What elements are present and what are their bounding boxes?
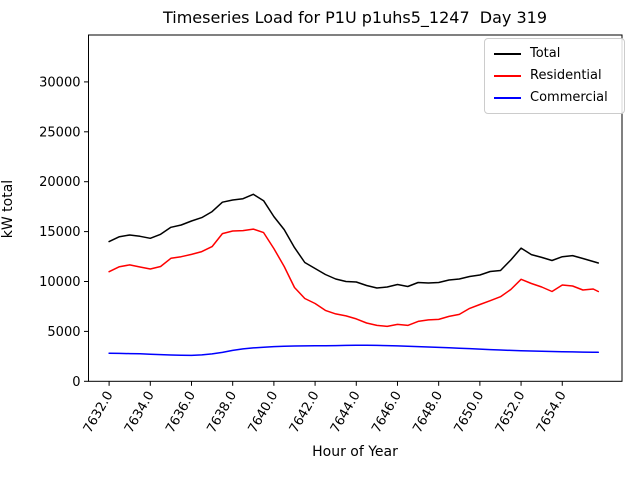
- commercial-line-sample: [494, 97, 521, 99]
- x-tick-label: 7648.0: [410, 389, 446, 436]
- total-line-sample: [494, 53, 521, 55]
- series-line-total: [108, 193, 600, 289]
- y-tick-label: 10000: [39, 275, 80, 290]
- residential-line-sample: [494, 75, 521, 77]
- x-tick-label: 7636.0: [163, 389, 199, 436]
- series-line-residential: [108, 228, 600, 328]
- chart-title: Timeseries Load for P1U p1uhs5_1247 Day …: [162, 8, 548, 27]
- legend-item-total: Total: [494, 46, 615, 62]
- y-axis-label: kW total: [0, 179, 16, 239]
- x-tick-label: 7652.0: [493, 389, 529, 436]
- legend-label-commercial: Commercial: [530, 90, 608, 105]
- x-axis-label: Hour of Year: [312, 444, 398, 460]
- legend-item-residential: Residential: [494, 68, 615, 84]
- x-tick-label: 7634.0: [122, 389, 158, 436]
- x-tick-label: 7646.0: [369, 389, 405, 436]
- axes-frame: [88, 34, 623, 382]
- legend: Total Residential Commercial: [484, 38, 625, 114]
- y-tick-label: 30000: [39, 75, 80, 90]
- x-tick-label: 7638.0: [204, 389, 240, 436]
- x-tick-label: 7644.0: [328, 389, 364, 436]
- x-tick-label: 7654.0: [534, 389, 570, 436]
- y-tick-label: 0: [72, 375, 80, 390]
- y-tick-label: 5000: [47, 325, 80, 340]
- series-line-commercial: [108, 344, 600, 357]
- x-tick-label: 7640.0: [246, 389, 282, 436]
- y-tick-label: 15000: [39, 225, 80, 240]
- y-tick-label: 25000: [39, 125, 80, 140]
- y-tick-label: 20000: [39, 175, 80, 190]
- legend-label-total: Total: [530, 46, 561, 61]
- x-tick-label: 7632.0: [81, 389, 117, 436]
- legend-label-residential: Residential: [530, 68, 602, 83]
- x-tick-label: 7642.0: [287, 389, 323, 436]
- legend-item-commercial: Commercial: [494, 90, 615, 106]
- x-tick-label: 7650.0: [452, 389, 488, 436]
